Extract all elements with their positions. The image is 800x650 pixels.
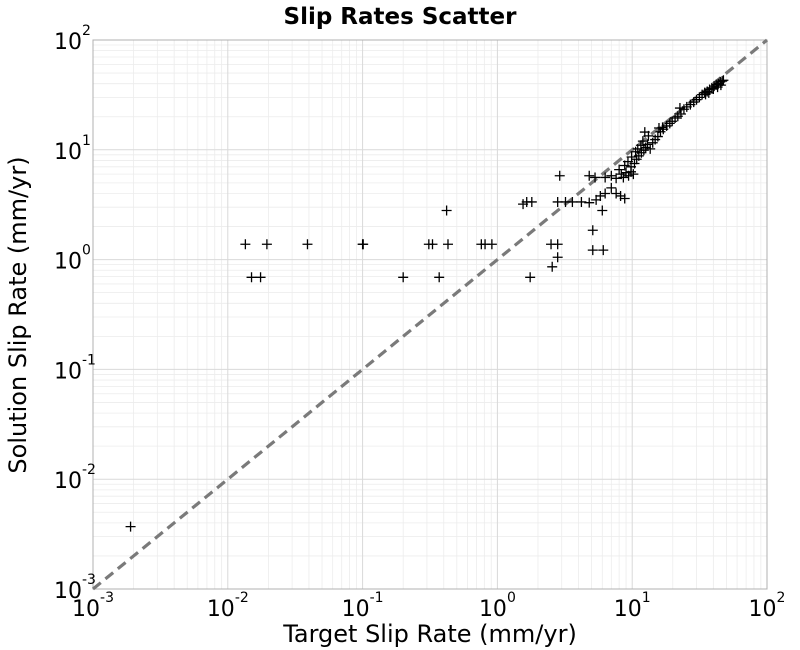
data-point-marker: [614, 164, 625, 175]
y-tick-exponent: 0: [82, 243, 91, 259]
data-point-marker: [700, 89, 711, 100]
x-tick-label: 102: [749, 590, 786, 622]
x-tick-label: 10-2: [207, 590, 249, 622]
x-tick-base: 10: [749, 597, 777, 622]
y-axis-label: Solution Slip Rate (mm/yr): [4, 156, 32, 473]
data-point-marker: [712, 82, 723, 93]
x-tick-label: 100: [479, 590, 516, 622]
x-tick-base: 10: [614, 597, 642, 622]
y-tick-base: 10: [54, 469, 82, 494]
data-point-marker: [587, 225, 598, 236]
x-tick-base: 10: [207, 597, 235, 622]
y-tick-exponent: 1: [82, 133, 91, 149]
data-point-marker: [629, 158, 640, 169]
x-tick-label: 101: [614, 590, 651, 622]
data-point-marker: [547, 261, 558, 272]
y-tick-base: 10: [54, 140, 82, 165]
reference-line-y-equals-x: [91, 38, 769, 591]
data-point-marker: [427, 239, 438, 250]
data-point-marker: [358, 239, 369, 250]
data-point-marker: [590, 172, 601, 183]
data-point-marker: [606, 170, 617, 181]
data-point-marker: [611, 173, 622, 184]
data-point-marker: [261, 239, 272, 250]
data-point-marker: [664, 118, 675, 129]
x-tick-exponent: 0: [507, 590, 516, 606]
data-point-marker: [595, 190, 606, 201]
data-point-marker: [552, 252, 563, 263]
x-tick-label: 10-3: [72, 590, 114, 622]
y-tick-label: 102: [54, 23, 91, 55]
y-tick-label: 10-3: [54, 572, 96, 604]
y-tick-label: 10-2: [54, 462, 96, 494]
data-point-marker: [525, 272, 536, 283]
data-point-marker: [645, 143, 656, 154]
data-point-marker: [717, 76, 728, 87]
x-tick-exponent: 1: [642, 590, 651, 606]
data-point-marker: [674, 103, 685, 114]
data-point-marker: [626, 151, 637, 162]
y-tick-base: 10: [54, 359, 82, 384]
y-tick-exponent: -1: [82, 352, 96, 368]
y-tick-label: 101: [54, 133, 91, 165]
data-point-marker: [434, 272, 445, 283]
data-point-marker: [598, 245, 609, 256]
x-axis-label: Target Slip Rate (mm/yr): [282, 620, 577, 648]
x-tick-exponent: -1: [370, 590, 384, 606]
data-point-marker: [246, 272, 257, 283]
chart-title: Slip Rates Scatter: [284, 4, 518, 30]
data-point-marker: [643, 130, 654, 141]
x-tick-exponent: -3: [100, 590, 114, 606]
data-point-marker: [552, 239, 563, 250]
data-point-marker: [619, 193, 630, 204]
data-point-marker: [441, 205, 452, 216]
data-point-marker: [618, 172, 629, 183]
y-tick-base: 10: [54, 579, 82, 604]
x-tick-labels: 10-3 10-2 10-1 100 101 102: [72, 590, 785, 622]
data-point-marker: [584, 197, 595, 208]
x-tick-exponent: 2: [777, 590, 786, 606]
data-point-marker: [526, 196, 537, 207]
data-point-marker: [584, 170, 595, 181]
data-point-marker: [600, 172, 611, 183]
data-point-marker: [652, 131, 663, 142]
y-tick-base: 10: [54, 250, 82, 275]
data-point-marker: [302, 239, 313, 250]
y-tick-label: 10-1: [54, 352, 96, 384]
data-point-marker: [567, 196, 578, 207]
data-point-marker: [635, 140, 646, 151]
data-point-marker: [615, 190, 626, 201]
y-tick-exponent: -3: [82, 572, 96, 588]
y-tick-exponent: -2: [82, 462, 96, 478]
x-tick-base: 10: [479, 597, 507, 622]
data-point-marker: [587, 245, 598, 256]
data-point-marker: [125, 521, 136, 532]
data-point-marker: [554, 170, 565, 181]
data-point-marker: [398, 272, 409, 283]
data-point-marker: [611, 188, 622, 199]
data-point-marker: [637, 136, 648, 147]
data-point-marker: [597, 205, 608, 216]
plot-frame: [92, 39, 768, 590]
data-point-marker: [628, 169, 639, 180]
y-tick-label: 100: [54, 243, 91, 275]
x-tick-exponent: -2: [235, 590, 249, 606]
x-tick-base: 10: [72, 597, 100, 622]
y-tick-base: 10: [54, 30, 82, 55]
x-tick-base: 10: [342, 597, 370, 622]
data-point-marker: [606, 182, 617, 193]
y-tick-exponent: 2: [82, 23, 91, 39]
data-point-marker: [600, 188, 611, 199]
data-point-marker: [576, 196, 587, 207]
data-point-marker: [255, 272, 266, 283]
data-point-marker: [240, 239, 251, 250]
data-point-marker: [657, 122, 668, 133]
data-point-marker: [486, 239, 497, 250]
data-point-marker: [442, 239, 453, 250]
data-point-marker: [718, 75, 729, 86]
data-points: [125, 75, 729, 532]
x-tick-label: 10-1: [342, 590, 384, 622]
